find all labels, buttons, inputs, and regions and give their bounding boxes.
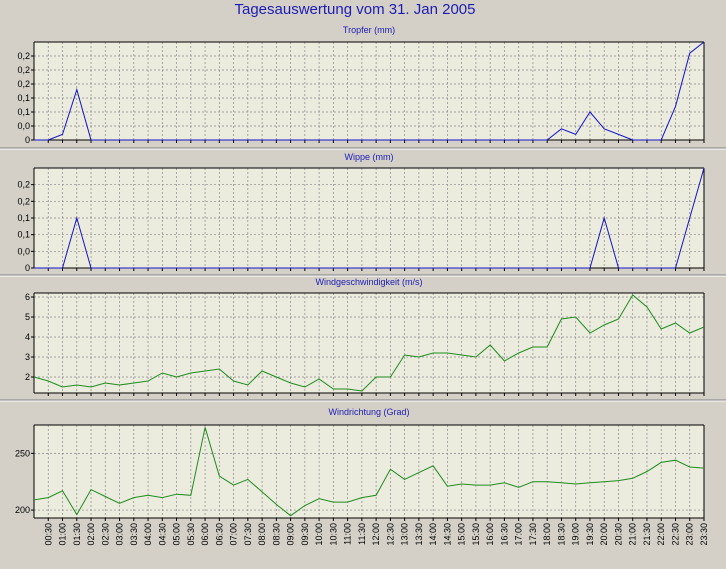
plot-area — [34, 425, 704, 518]
x-tick-label: 00:30 — [43, 523, 53, 546]
x-tick-label: 23:00 — [685, 523, 695, 546]
x-tick-label: 22:30 — [671, 523, 681, 546]
plot-area — [34, 42, 704, 140]
x-tick-label: 10:30 — [328, 523, 338, 546]
page-title: Tagesauswertung vom 31. Jan 2005 — [235, 1, 476, 18]
x-tick-label: 20:30 — [614, 523, 624, 546]
x-tick-label: 16:30 — [499, 523, 509, 546]
x-tick-label: 09:30 — [300, 523, 310, 546]
y-tick-label: 0 — [25, 135, 30, 145]
y-tick-label: 0,1 — [17, 93, 30, 103]
y-tick-label: 0,1 — [17, 230, 30, 240]
x-tick-label: 05:00 — [172, 523, 182, 546]
y-tick-label: 0,0 — [17, 121, 30, 131]
x-tick-label: 01:00 — [58, 523, 68, 546]
x-tick-label: 20:00 — [599, 523, 609, 546]
plot-area — [34, 168, 704, 268]
x-tick-label: 17:00 — [514, 523, 524, 546]
x-tick-label: 02:30 — [100, 523, 110, 546]
x-tick-label: 13:00 — [400, 523, 410, 546]
plot-area — [34, 293, 704, 393]
y-tick-label: 0,2 — [17, 79, 30, 89]
x-tick-label: 19:30 — [585, 523, 595, 546]
x-tick-label: 01:30 — [72, 523, 82, 546]
x-tick-label: 06:30 — [214, 523, 224, 546]
x-tick-label: 11:30 — [357, 523, 367, 545]
x-tick-label: 21:00 — [628, 523, 638, 546]
x-tick-label: 09:00 — [286, 523, 296, 546]
y-tick-label: 4 — [25, 332, 30, 342]
x-tick-label: 08:30 — [271, 523, 281, 546]
x-tick-label: 17:30 — [528, 523, 538, 546]
x-tick-label: 13:30 — [414, 523, 424, 546]
x-tick-label: 02:00 — [86, 523, 96, 546]
y-tick-label: 0,2 — [17, 65, 30, 75]
y-tick-label: 200 — [15, 505, 30, 515]
panel-3: Windgeschwindigkeit (m/s) 2 3 4 5 6 — [0, 277, 726, 402]
x-tick-label: 16:00 — [485, 523, 495, 546]
x-tick-label: 21:30 — [642, 523, 652, 546]
y-tick-label: 0 — [25, 263, 30, 273]
panel-2: Wippe (mm) 0 0,0 0,1 0,1 0,2 0,2 — [0, 152, 726, 277]
x-tick-label: 10:00 — [314, 523, 324, 546]
x-tick-label: 07:00 — [229, 523, 239, 546]
x-tick-label: 04:00 — [143, 523, 153, 546]
x-tick-label: 12:30 — [385, 523, 395, 546]
x-tick-label: 14:00 — [428, 523, 438, 546]
series-line-1 — [33, 427, 705, 517]
series-line-1 — [34, 41, 705, 141]
y-tick-label: 0,2 — [17, 180, 30, 190]
y-tick-label: 0,2 — [17, 196, 30, 206]
x-tick-label: 15:30 — [471, 523, 481, 546]
panel-1: Tropfer (mm) 0 0,0 0,1 0,1 0,2 0,2 0,2 — [0, 25, 726, 150]
y-tick-label: 3 — [25, 352, 30, 362]
series-line-1 — [34, 167, 705, 269]
y-tick-label: 0,1 — [17, 107, 30, 117]
x-tick-label: 22:00 — [656, 523, 666, 546]
x-tick-label: 18:00 — [542, 523, 552, 546]
x-tick-label: 07:30 — [243, 523, 253, 546]
panel-title: Wippe (mm) — [345, 152, 394, 162]
x-tick-label: 19:00 — [571, 523, 581, 546]
x-tick-label: 05:30 — [186, 523, 196, 546]
x-tick-label: 11:00 — [343, 523, 353, 545]
y-tick-label: 6 — [25, 292, 30, 302]
x-tick-label: 18:30 — [556, 523, 566, 546]
panel-4: Windrichtung (Grad) 200 250 — [15, 407, 705, 521]
x-tick-label: 03:00 — [115, 523, 125, 546]
panel-title: Windrichtung (Grad) — [328, 407, 409, 417]
x-tick-label: 08:00 — [257, 523, 267, 546]
x-tick-label: 15:00 — [457, 523, 467, 546]
y-tick-label: 0,1 — [17, 213, 30, 223]
y-tick-label: 250 — [15, 448, 30, 458]
x-tick-label: 03:30 — [129, 523, 139, 546]
x-tick-labels: 00:30 01:00 01:30 02:00 02:30 03:00 03:30 04:00… — [43, 523, 709, 546]
y-tick-label: 0,2 — [17, 51, 30, 61]
x-tick-label: 14:30 — [442, 523, 452, 546]
y-tick-label: 0,0 — [17, 246, 30, 256]
series-line-1 — [33, 294, 705, 392]
x-tick-label: 04:30 — [157, 523, 167, 546]
y-tick-label: 2 — [25, 372, 30, 382]
x-tick-label: 06:00 — [200, 523, 210, 546]
panel-title: Tropfer (mm) — [343, 25, 395, 35]
y-tick-label: 5 — [25, 312, 30, 322]
x-tick-label: 23:30 — [699, 523, 709, 546]
x-tick-label: 12:00 — [371, 523, 381, 546]
panel-title: Windgeschwindigkeit (m/s) — [315, 277, 422, 287]
